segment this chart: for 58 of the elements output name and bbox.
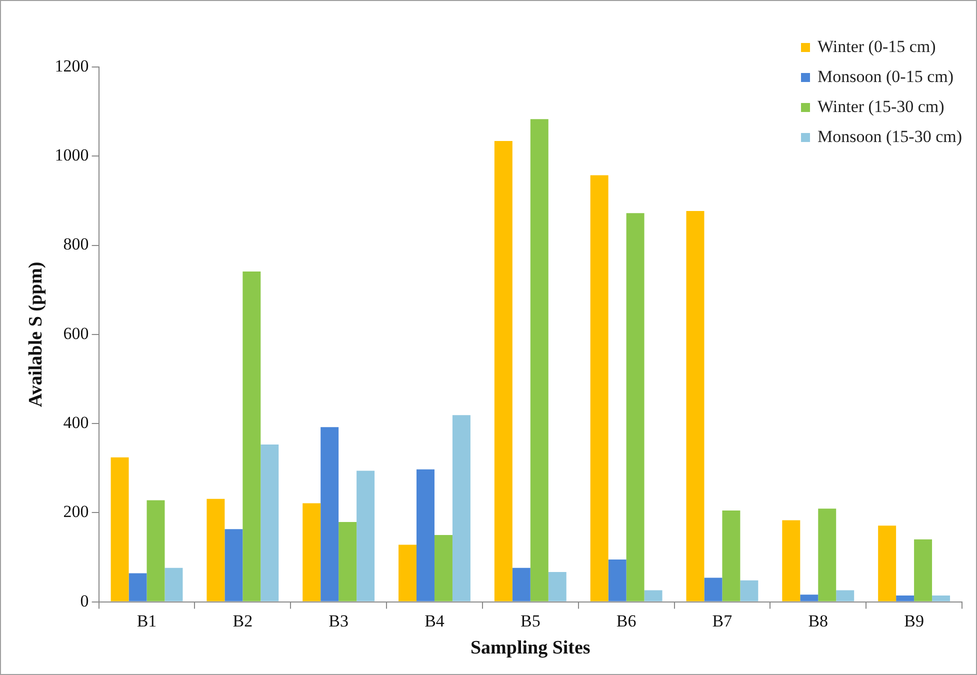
x-tick-label: B4 [424, 611, 445, 630]
bar [164, 568, 183, 602]
y-axis-title: Available S (ppm) [25, 262, 46, 408]
legend-label: Winter (0-15 cm) [818, 37, 936, 57]
x-tick-label: B5 [520, 611, 540, 630]
bar [932, 596, 950, 602]
bar [548, 572, 566, 602]
y-tick-label: 600 [63, 324, 89, 343]
x-tick-label: B1 [136, 611, 157, 630]
bar [644, 590, 662, 602]
bar [110, 457, 129, 602]
y-tick-label: 800 [63, 234, 89, 254]
legend-label: Monsoon (0-15 cm) [818, 67, 954, 87]
x-axis-title: Sampling Sites [470, 638, 590, 659]
bar [224, 529, 243, 602]
bar [782, 520, 800, 602]
bar [356, 470, 375, 602]
x-tick-label: B9 [904, 611, 924, 630]
bar [590, 175, 608, 602]
x-tick-label: B3 [328, 611, 348, 630]
bar [452, 415, 470, 602]
legend-label: Monsoon (15-30 cm) [818, 127, 962, 147]
bar [878, 526, 896, 602]
x-tick-label: B7 [712, 611, 733, 630]
bar [626, 213, 644, 602]
bar [896, 596, 914, 602]
x-tick-label: B2 [232, 611, 253, 630]
bar [494, 140, 512, 602]
bar [722, 510, 740, 602]
bar [530, 119, 548, 602]
y-tick-label: 1200 [54, 56, 89, 76]
y-tick-label: 400 [63, 413, 89, 432]
bar [818, 508, 836, 602]
y-tick-label: 0 [80, 591, 89, 610]
bar [146, 500, 165, 602]
bar [608, 559, 626, 602]
bar [128, 573, 147, 602]
bar [416, 469, 434, 602]
bar [242, 272, 261, 602]
bar [704, 578, 722, 602]
bar [800, 594, 818, 602]
y-tick-label: 1000 [54, 146, 89, 165]
bar [206, 498, 225, 602]
x-tick-label: B8 [808, 611, 828, 630]
bar [836, 590, 854, 602]
legend-label: Winter (15-30 cm) [818, 97, 944, 117]
y-tick-label: 200 [63, 502, 89, 522]
bar [338, 522, 357, 602]
bar [686, 210, 704, 602]
bar [434, 534, 452, 602]
bar [302, 503, 321, 602]
bar [740, 580, 758, 602]
bar [914, 539, 932, 602]
x-tick-label: B6 [616, 611, 636, 630]
bar [260, 444, 279, 602]
bar [398, 544, 417, 602]
bar [320, 427, 339, 602]
bar [512, 568, 530, 602]
